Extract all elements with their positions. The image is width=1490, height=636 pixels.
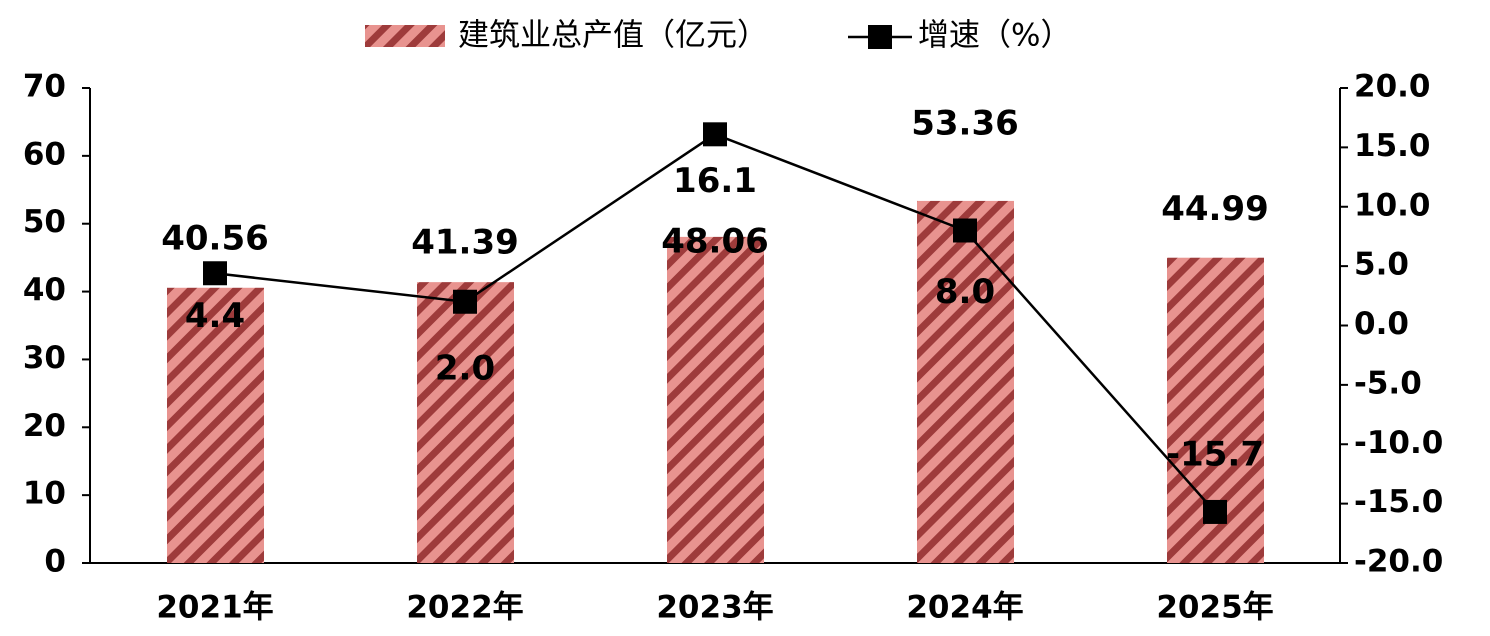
bar-value-label: 48.06	[661, 221, 769, 261]
growth-marker	[1203, 499, 1227, 524]
bar-value-label: 41.39	[411, 223, 519, 263]
growth-value-label: 2.0	[435, 348, 495, 388]
growth-value-label: -15.7	[1166, 434, 1264, 474]
growth-marker	[203, 261, 227, 286]
y2-tick-label: 10.0	[1354, 187, 1431, 223]
x-tick-label: 2022年	[406, 590, 523, 626]
legend-label: 增速（%）	[918, 18, 1071, 54]
x-tick-label: 2025年	[1156, 590, 1273, 626]
y-tick-label: 60	[23, 136, 66, 172]
bar	[167, 287, 264, 563]
y-tick-label: 70	[23, 69, 66, 105]
x-tick-label: 2024年	[906, 590, 1023, 626]
y-tick-label: 40	[23, 272, 66, 308]
x-tick-label: 2023年	[656, 590, 773, 626]
y-tick-label: 0	[44, 544, 66, 580]
growth-marker	[703, 122, 727, 147]
growth-value-label: 4.4	[185, 296, 245, 336]
bar-value-label: 53.36	[911, 103, 1019, 143]
y-tick-label: 50	[23, 204, 66, 240]
y2-tick-label: 20.0	[1354, 69, 1431, 105]
growth-value-label: 16.1	[673, 161, 757, 201]
x-tick-label: 2021年	[156, 590, 273, 626]
bar-value-label: 44.99	[1161, 189, 1269, 229]
legend-swatch	[365, 25, 445, 47]
y2-tick-label: -15.0	[1354, 484, 1443, 520]
y2-tick-label: -20.0	[1354, 544, 1443, 580]
growth-marker	[953, 218, 977, 243]
y2-tick-label: 5.0	[1354, 247, 1409, 283]
y2-tick-label: -10.0	[1354, 425, 1443, 461]
bar	[417, 282, 514, 563]
bar	[917, 200, 1014, 563]
bar	[667, 236, 764, 563]
y-tick-label: 20	[23, 408, 66, 444]
y2-tick-label: 0.0	[1354, 306, 1409, 342]
bar-value-label: 40.56	[161, 218, 269, 258]
legend-label: 建筑业总产值（亿元）	[458, 18, 768, 54]
growth-value-label: 8.0	[935, 272, 995, 312]
y-tick-label: 30	[23, 340, 66, 376]
y2-tick-label: -5.0	[1354, 365, 1422, 401]
y-tick-label: 10	[23, 476, 66, 512]
legend-marker	[868, 25, 892, 49]
growth-marker	[453, 289, 477, 314]
y2-tick-label: 15.0	[1354, 128, 1431, 164]
